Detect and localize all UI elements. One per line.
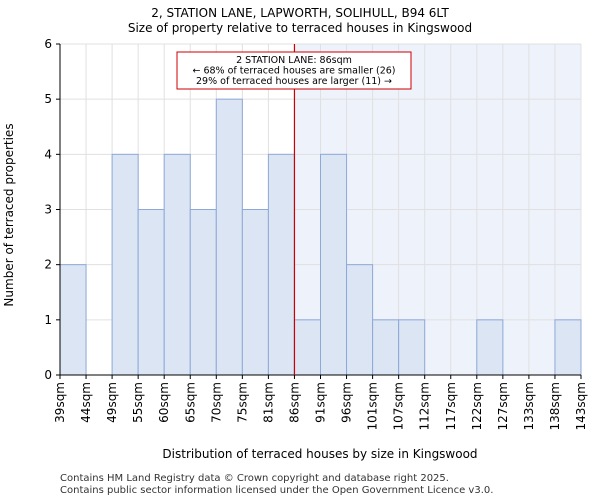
plot-area: 0 1 2 3 4 5 6 39sqm 44sqm 49sqm 55sqm 60sqm 65sqm 70s… <box>44 37 588 430</box>
x-tick-label: 49sqm <box>105 382 119 423</box>
x-tick-label: 101sqm <box>366 382 380 430</box>
bar <box>346 264 374 376</box>
bar <box>163 153 191 376</box>
x-tick-label: 112sqm <box>418 382 432 430</box>
bar <box>215 98 243 376</box>
x-tick-label: 133sqm <box>522 382 536 430</box>
x-tick-label: 138sqm <box>548 382 562 430</box>
y-tick-label: 5 <box>44 92 52 106</box>
x-tick-label: 122sqm <box>470 382 484 430</box>
x-tick-label: 143sqm <box>574 382 588 430</box>
x-tick-label: 117sqm <box>444 382 458 430</box>
annotation-line-1: 2 STATION LANE: 86sqm <box>236 55 352 66</box>
chart-title-line-1: 2, STATION LANE, LAPWORTH, SOLIHULL, B94… <box>151 6 449 20</box>
y-tick-label: 3 <box>44 203 52 217</box>
x-tick-label: 44sqm <box>79 382 93 423</box>
x-tick-label: 65sqm <box>183 382 197 423</box>
x-tick-label: 96sqm <box>340 382 354 423</box>
x-tick-label: 70sqm <box>209 382 223 423</box>
bar <box>241 209 269 376</box>
y-axis-label: Number of terraced properties <box>2 123 16 306</box>
bar <box>137 209 165 376</box>
bar <box>189 209 217 376</box>
x-tick-label: 107sqm <box>392 382 406 430</box>
bar <box>476 319 504 376</box>
bar <box>293 319 322 376</box>
y-tick-label: 0 <box>44 368 52 382</box>
bar <box>320 153 348 376</box>
bar <box>372 319 400 376</box>
annotation-box <box>176 51 412 90</box>
annotation-line-2: ← 68% of terraced houses are smaller (26… <box>192 66 395 77</box>
chart-title-line-2: Size of property relative to terraced ho… <box>128 21 472 35</box>
x-axis-label: Distribution of terraced houses by size … <box>162 447 477 461</box>
bar <box>267 153 295 376</box>
bar <box>111 153 139 376</box>
bar <box>59 264 87 376</box>
x-tick-label: 127sqm <box>496 382 510 430</box>
x-tick-label: 91sqm <box>314 382 328 423</box>
x-tick-label: 39sqm <box>53 382 67 423</box>
x-tick-label: 55sqm <box>131 382 145 423</box>
x-tick-label: 60sqm <box>157 382 171 423</box>
x-tick-label: 81sqm <box>261 382 275 423</box>
footer-copyright: Contains HM Land Registry data © Crown c… <box>60 473 449 484</box>
y-tick-label: 4 <box>44 147 52 161</box>
y-tick-label: 2 <box>44 258 52 272</box>
x-tick-label: 75sqm <box>235 382 249 423</box>
annotation-line-3: 29% of terraced houses are larger (11) → <box>196 76 392 87</box>
bar <box>398 319 426 376</box>
bar <box>554 319 582 376</box>
x-tick-label: 86sqm <box>287 382 301 423</box>
footer-licence: Contains public sector information licen… <box>60 485 494 496</box>
y-tick-label: 6 <box>44 37 52 51</box>
y-tick-label: 1 <box>44 313 52 327</box>
